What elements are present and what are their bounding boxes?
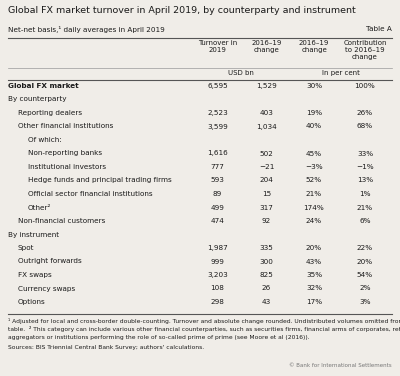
Text: 825: 825	[260, 272, 274, 278]
Text: Currency swaps: Currency swaps	[18, 285, 75, 291]
Text: 108: 108	[210, 285, 224, 291]
Text: FX swaps: FX swaps	[18, 272, 52, 278]
Text: 43: 43	[262, 299, 271, 305]
Text: Contribution
to 2016–19
change: Contribution to 2016–19 change	[343, 40, 387, 60]
Text: 100%: 100%	[355, 83, 375, 89]
Text: 317: 317	[260, 205, 274, 211]
Text: 474: 474	[210, 218, 224, 224]
Text: © Bank for International Settlements: © Bank for International Settlements	[289, 363, 392, 368]
Text: 26%: 26%	[357, 110, 373, 116]
Text: 15: 15	[262, 191, 271, 197]
Text: 2,523: 2,523	[207, 110, 228, 116]
Text: 1,616: 1,616	[207, 150, 228, 156]
Text: Non-reporting banks: Non-reporting banks	[28, 150, 102, 156]
Text: table.  ² This category can include various other financial counterparties, such: table. ² This category can include vario…	[8, 326, 400, 332]
Text: 54%: 54%	[357, 272, 373, 278]
Text: Options: Options	[18, 299, 46, 305]
Text: 33%: 33%	[357, 150, 373, 156]
Text: 1,987: 1,987	[207, 245, 228, 251]
Text: 21%: 21%	[357, 205, 373, 211]
Text: 2%: 2%	[359, 285, 371, 291]
Text: ¹ Adjusted for local and cross-border double-counting. Turnover and absolute cha: ¹ Adjusted for local and cross-border do…	[8, 318, 400, 324]
Text: By counterparty: By counterparty	[8, 97, 66, 103]
Text: 777: 777	[210, 164, 224, 170]
Text: 43%: 43%	[306, 259, 322, 264]
Text: By instrument: By instrument	[8, 232, 59, 238]
Text: 21%: 21%	[306, 191, 322, 197]
Text: 32%: 32%	[306, 285, 322, 291]
Text: 3,599: 3,599	[207, 123, 228, 129]
Text: Official sector financial institutions: Official sector financial institutions	[28, 191, 153, 197]
Text: 40%: 40%	[306, 123, 322, 129]
Text: 1,034: 1,034	[256, 123, 277, 129]
Text: 403: 403	[260, 110, 274, 116]
Text: 3%: 3%	[359, 299, 371, 305]
Text: Sources: BIS Triennial Central Bank Survey; authors' calculations.: Sources: BIS Triennial Central Bank Surv…	[8, 346, 204, 350]
Text: Institutional investors: Institutional investors	[28, 164, 106, 170]
Text: Hedge funds and principal trading firms: Hedge funds and principal trading firms	[28, 177, 172, 183]
Text: 24%: 24%	[306, 218, 322, 224]
Text: −3%: −3%	[305, 164, 323, 170]
Text: 3,203: 3,203	[207, 272, 228, 278]
Text: 19%: 19%	[306, 110, 322, 116]
Text: 300: 300	[260, 259, 274, 264]
Text: Global FX market turnover in April 2019, by counterparty and instrument: Global FX market turnover in April 2019,…	[8, 6, 356, 15]
Text: Reporting dealers: Reporting dealers	[18, 110, 82, 116]
Text: 6%: 6%	[359, 218, 371, 224]
Text: 45%: 45%	[306, 150, 322, 156]
Text: Outright forwards: Outright forwards	[18, 259, 82, 264]
Text: 593: 593	[210, 177, 224, 183]
Text: 89: 89	[213, 191, 222, 197]
Text: 92: 92	[262, 218, 271, 224]
Text: 6,595: 6,595	[207, 83, 228, 89]
Text: 35%: 35%	[306, 272, 322, 278]
Text: 30%: 30%	[306, 83, 322, 89]
Text: −1%: −1%	[356, 164, 374, 170]
Text: 999: 999	[210, 259, 224, 264]
Text: 298: 298	[210, 299, 224, 305]
Text: 1,529: 1,529	[256, 83, 277, 89]
Text: In per cent: In per cent	[322, 70, 360, 76]
Text: Global FX market: Global FX market	[8, 83, 79, 89]
Text: 22%: 22%	[357, 245, 373, 251]
Text: aggregators or institutions performing the role of so-called prime of prime (see: aggregators or institutions performing t…	[8, 335, 310, 340]
Text: 204: 204	[260, 177, 274, 183]
Text: 502: 502	[260, 150, 274, 156]
Text: 26: 26	[262, 285, 271, 291]
Text: Other²: Other²	[28, 205, 51, 211]
Text: 499: 499	[210, 205, 224, 211]
Text: 52%: 52%	[306, 177, 322, 183]
Text: 13%: 13%	[357, 177, 373, 183]
Text: 335: 335	[260, 245, 274, 251]
Text: 1%: 1%	[359, 191, 371, 197]
Text: Turnover in
2019: Turnover in 2019	[198, 40, 237, 53]
Text: Of which:: Of which:	[28, 137, 62, 143]
Text: 2016–19
change: 2016–19 change	[299, 40, 329, 53]
Text: Net-net basis,¹ daily averages in April 2019: Net-net basis,¹ daily averages in April …	[8, 26, 165, 33]
Text: Other financial institutions: Other financial institutions	[18, 123, 113, 129]
Text: 20%: 20%	[306, 245, 322, 251]
Text: 68%: 68%	[357, 123, 373, 129]
Text: 17%: 17%	[306, 299, 322, 305]
Text: 2016–19
change: 2016–19 change	[251, 40, 282, 53]
Text: −21: −21	[259, 164, 274, 170]
Text: Spot: Spot	[18, 245, 34, 251]
Text: USD bn: USD bn	[228, 70, 254, 76]
Text: Table A: Table A	[366, 26, 392, 32]
Text: 20%: 20%	[357, 259, 373, 264]
Text: 174%: 174%	[304, 205, 324, 211]
Text: Non-financial customers: Non-financial customers	[18, 218, 105, 224]
